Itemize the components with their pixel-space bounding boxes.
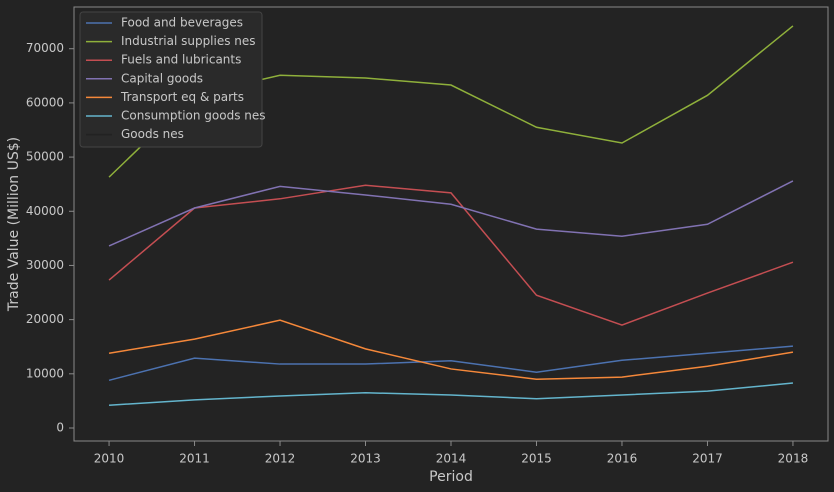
- x-tick-label: 2011: [179, 452, 210, 466]
- y-tick-label: 50000: [26, 150, 64, 164]
- x-tick-label: 2013: [350, 452, 381, 466]
- legend-label: Capital goods: [121, 71, 203, 85]
- y-tick-label: 20000: [26, 312, 64, 326]
- legend-box: [79, 11, 263, 148]
- y-tick-label: 0: [56, 420, 64, 434]
- y-axis-label: Trade Value (Million US$): [6, 137, 22, 312]
- y-tick-label: 10000: [26, 366, 64, 380]
- x-tick-label: 2014: [436, 452, 467, 466]
- x-tick-label: 2016: [607, 452, 638, 466]
- legend-label: Goods nes: [121, 127, 184, 141]
- legend-label: Food and beverages: [121, 16, 243, 30]
- series-line: [108, 180, 794, 247]
- x-tick-label: 2012: [265, 452, 296, 466]
- x-tick-label: 2018: [778, 452, 809, 466]
- series-line: [108, 345, 794, 382]
- y-tick-label: 40000: [26, 204, 64, 218]
- x-tick-label: 2017: [692, 452, 723, 466]
- series-line: [108, 184, 794, 326]
- legend-label: Transport eq & parts: [120, 90, 244, 104]
- x-tick-label: 2010: [94, 452, 125, 466]
- y-tick-label: 70000: [26, 41, 64, 55]
- legend-label: Fuels and lubricants: [121, 53, 241, 67]
- legend-label: Industrial supplies nes: [121, 34, 256, 48]
- y-tick-label: 30000: [26, 258, 64, 272]
- series-line: [108, 319, 794, 380]
- x-axis-label: Period: [429, 469, 473, 485]
- legend-label: Consumption goods nes: [121, 109, 266, 123]
- x-tick-label: 2015: [521, 452, 552, 466]
- y-tick-label: 60000: [26, 95, 64, 109]
- series-line: [109, 382, 794, 406]
